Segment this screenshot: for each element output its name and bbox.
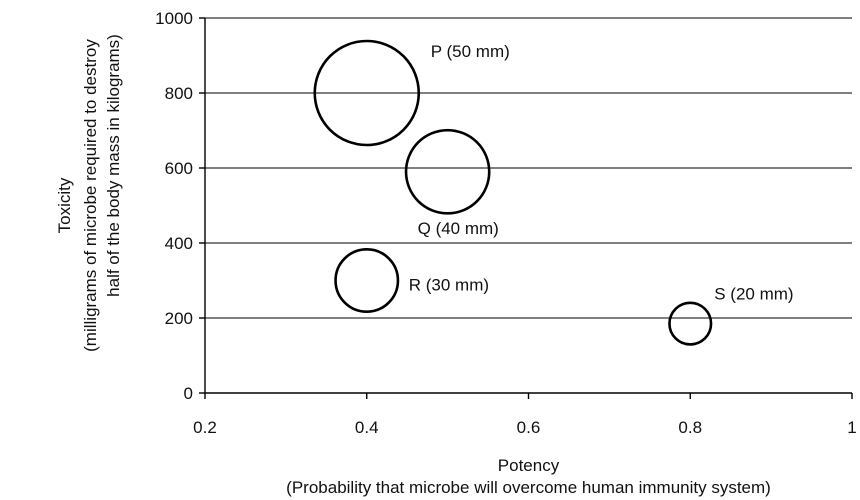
x-tick-label: 0.8 (678, 418, 702, 437)
y-tick-label: 800 (165, 84, 193, 103)
gridlines (205, 17, 852, 319)
y-axis-subtitle-line-2: half of the body mass in kilograms) (104, 34, 123, 297)
x-axis-title: Potency (498, 456, 560, 475)
axes (204, 18, 852, 394)
bubbles (313, 39, 713, 346)
bubble-label: P (50 mm) (431, 42, 510, 61)
y-tick-label: 400 (165, 234, 193, 253)
bubble-q (404, 128, 491, 215)
y-axis-title: Toxicity (55, 177, 74, 233)
x-tick-label: 0.2 (193, 418, 217, 437)
bubble-r (334, 248, 400, 314)
bubble-p (313, 39, 421, 147)
bubble-label: S (20 mm) (714, 285, 793, 304)
x-tick-label: 0.4 (355, 418, 379, 437)
y-axis-subtitle-line-1: (milligrams of microbe required to destr… (81, 39, 100, 352)
y-tick-label: 200 (165, 309, 193, 328)
x-tick-label: 0.6 (517, 418, 541, 437)
bubble-label: R (30 mm) (409, 276, 489, 295)
tick-marks: 0 200 400 600 800 1000 0.2 0.4 0.6 0.8 1 (155, 9, 857, 437)
bubble-s (668, 301, 713, 346)
bubble-labels: P (50 mm) Q (40 mm) R (30 mm) S (20 mm) (409, 42, 794, 304)
bubble-label: Q (40 mm) (418, 219, 499, 238)
y-tick-label: 600 (165, 159, 193, 178)
y-tick-label: 0 (184, 384, 193, 403)
x-axis-subtitle: (Probability that microbe will overcome … (286, 478, 771, 497)
y-tick-label: 1000 (155, 9, 193, 28)
x-tick-label: 1 (847, 418, 856, 437)
